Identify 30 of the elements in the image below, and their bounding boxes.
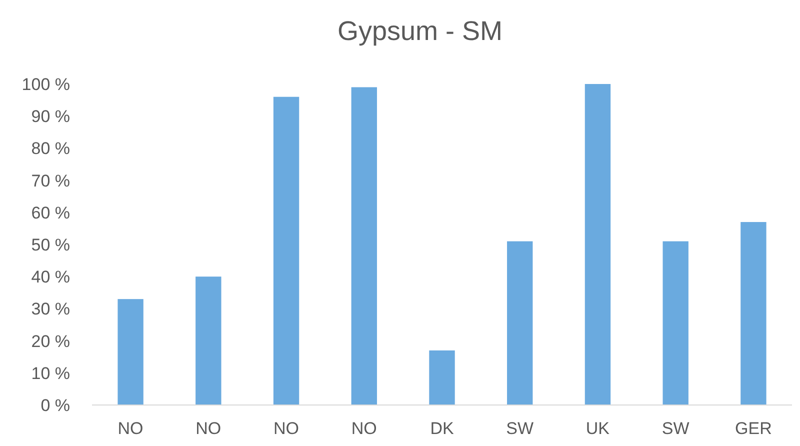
bar: [196, 276, 222, 405]
x-tick-label: NO: [274, 419, 300, 438]
y-tick-label: 70 %: [31, 171, 70, 190]
x-tick-label: NO: [351, 419, 377, 438]
x-tick-label: SW: [506, 419, 534, 438]
x-tick-label: NO: [196, 419, 222, 438]
x-tick-label: NO: [118, 419, 144, 438]
bar: [351, 87, 377, 405]
bar: [429, 350, 455, 405]
bar: [662, 241, 688, 405]
x-tick-label: GER: [735, 419, 772, 438]
y-tick-label: 20 %: [31, 332, 70, 351]
x-tick-label: SW: [662, 419, 690, 438]
bar: [118, 299, 144, 405]
bar: [273, 96, 300, 405]
x-tick-label: DK: [430, 419, 454, 438]
y-tick-label: 80 %: [31, 139, 70, 158]
y-tick-label: 40 %: [31, 268, 70, 287]
y-tick-label: 50 %: [31, 235, 70, 254]
y-tick-label: 90 %: [31, 107, 70, 126]
y-tick-label: 10 %: [31, 364, 70, 383]
bar: [507, 241, 533, 405]
y-tick-label: 60 %: [31, 203, 70, 222]
y-tick-label: 30 %: [31, 300, 70, 319]
bar: [584, 84, 611, 405]
y-tick-label: 100 %: [22, 74, 70, 94]
x-tick-label: UK: [586, 419, 610, 438]
y-tick-label: 0 %: [40, 396, 70, 415]
bar: [740, 222, 766, 405]
chart-title: Gypsum - SM: [337, 16, 503, 46]
